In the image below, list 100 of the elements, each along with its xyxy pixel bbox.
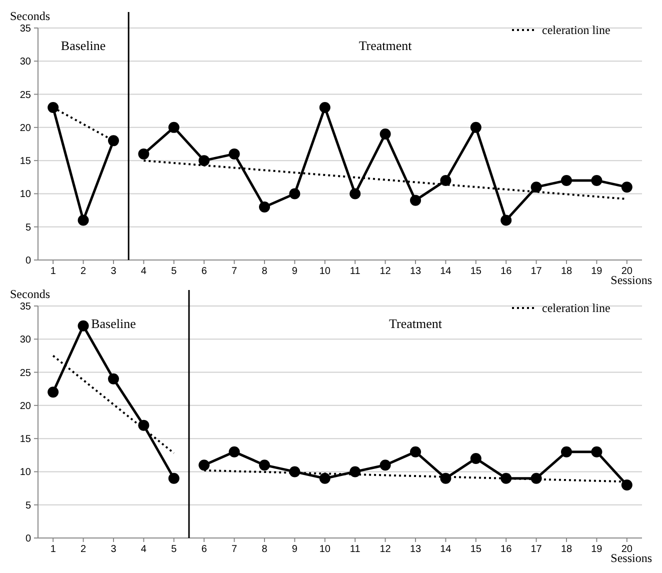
point (350, 466, 361, 478)
point (470, 452, 482, 464)
y-tick-label: 25 (20, 368, 32, 379)
x-tick-label: 14 (440, 266, 452, 277)
x-tick-label: 15 (470, 266, 482, 277)
x-tick-label: 5 (171, 266, 178, 277)
x-tick-label: 6 (201, 544, 208, 555)
x-tick-label: 11 (350, 544, 361, 555)
x-tick-label: 4 (140, 266, 147, 277)
point (228, 446, 240, 458)
y-tick-label: 25 (20, 90, 32, 101)
point (228, 148, 240, 160)
y-tick-label: 10 (20, 467, 32, 478)
y-tick-label: 15 (20, 434, 32, 446)
y-tick-label: 0 (25, 256, 32, 266)
annotation: Treatment (358, 38, 412, 53)
point (138, 148, 150, 160)
y-tick-label: 35 (20, 24, 32, 34)
x-tick-label: 6 (201, 266, 208, 277)
x-tick-label: 18 (560, 266, 572, 277)
legend-label: celeration line (542, 301, 610, 316)
y-tick-label: 20 (20, 400, 32, 412)
point (168, 472, 180, 484)
x-tick-label: 7 (232, 266, 238, 277)
x-tick-label: 1 (50, 544, 56, 555)
point (621, 479, 632, 490)
point (168, 122, 180, 133)
y-axis-title: Seconds (10, 287, 50, 301)
y-tick-label: 10 (20, 189, 32, 200)
point (530, 472, 542, 484)
x-tick-label: 13 (410, 544, 422, 555)
x-tick-label: 4 (140, 544, 147, 555)
point (259, 460, 270, 471)
point (591, 446, 602, 458)
y-tick-label: 20 (20, 122, 32, 134)
point (48, 102, 59, 114)
x-tick-label: 9 (292, 544, 298, 555)
point (470, 122, 482, 133)
point (48, 386, 59, 398)
x-tick-label: 2 (80, 266, 87, 277)
point (289, 466, 300, 478)
point (350, 188, 361, 200)
point (78, 214, 89, 226)
x-tick-label: 9 (292, 266, 298, 277)
x-tick-label: 3 (110, 544, 117, 555)
point (500, 472, 512, 484)
x-tick-label: 12 (380, 266, 392, 277)
x-tick-label: 12 (380, 544, 392, 555)
x-tick-label: 11 (350, 266, 361, 277)
y-tick-label: 5 (25, 500, 32, 512)
point (380, 128, 391, 140)
x-tick-label: 8 (262, 266, 268, 277)
point (319, 102, 330, 114)
point (410, 194, 421, 206)
x-tick-label: 17 (530, 544, 542, 555)
point (78, 320, 89, 332)
point (198, 460, 210, 471)
x-tick-label: 3 (110, 266, 117, 277)
point (138, 420, 150, 431)
x-tick-label: 10 (319, 544, 331, 555)
point (500, 214, 512, 226)
point (198, 155, 210, 166)
point (289, 188, 300, 200)
annotation: Treatment (389, 316, 442, 331)
x-tick-label: 13 (410, 266, 422, 277)
x-tick-label: 15 (470, 544, 482, 555)
x-tick-label: 8 (262, 544, 268, 555)
point (380, 460, 391, 471)
legend-label: celeration line (542, 23, 610, 38)
point (440, 174, 452, 186)
point (561, 174, 572, 186)
x-tick-label: 14 (440, 544, 452, 555)
y-tick-label: 30 (20, 56, 32, 68)
point (108, 373, 119, 384)
y-tick-label: 35 (20, 302, 32, 312)
y-tick-label: 30 (20, 334, 32, 346)
x-tick-label: 5 (171, 544, 178, 555)
point (530, 182, 542, 193)
y-tick-label: 15 (20, 156, 32, 168)
point (259, 201, 270, 212)
x-tick-label: 17 (530, 266, 542, 277)
point (440, 472, 452, 484)
point (410, 446, 421, 458)
point (319, 472, 330, 484)
x-tick-label: 1 (50, 266, 56, 277)
point (561, 446, 572, 458)
x-tick-label: 18 (560, 544, 572, 555)
y-tick-label: 0 (25, 534, 32, 544)
x-tick-label: 2 (80, 544, 87, 555)
x-tick-label: 7 (232, 544, 238, 555)
x-tick-label: 16 (500, 266, 512, 277)
x-tick-label: 16 (500, 544, 512, 555)
x-tick-label: 19 (591, 266, 603, 277)
point (621, 182, 632, 193)
point (591, 174, 602, 186)
annotation: Baseline (91, 316, 136, 331)
y-tick-label: 5 (25, 222, 32, 234)
point (108, 135, 119, 146)
y-axis-title: Seconds (10, 9, 50, 23)
x-tick-label: 10 (319, 266, 331, 277)
